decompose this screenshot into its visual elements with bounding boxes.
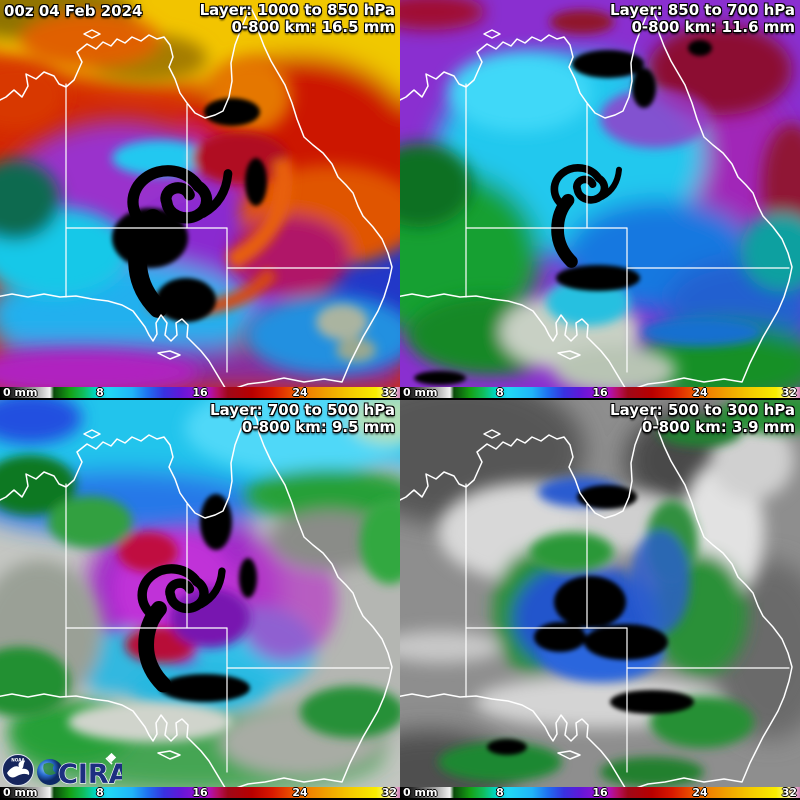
moisture-field-art [400,400,800,787]
colorbar-tick: 0 mm [3,386,38,399]
colorbar-gradient [0,787,400,798]
colorbar-gradient [400,787,800,798]
value-label: 0-800 km: 16.5 mm [231,18,395,36]
panel-header: Layer: 700 to 500 hPa 0-800 km: 9.5 mm [210,402,395,436]
moisture-field-map-3 [0,400,400,787]
colorbar-tick: 8 [96,386,104,399]
layer-label: Layer: 850 to 700 hPa [610,1,795,19]
panel-header: Layer: 1000 to 850 hPa 0-800 km: 16.5 mm [200,2,395,36]
moisture-field-art [0,400,400,787]
colorbar: 0 mm 8 16 24 32 [400,386,800,400]
colorbar-tick: 32 [381,786,397,799]
colorbar-tick: 0 mm [403,786,438,799]
layer-label: Layer: 1000 to 850 hPa [199,1,395,19]
moisture-field-map-4 [400,400,800,787]
agency-logos: NOAA CIRA [2,752,122,788]
satellite-icon [105,752,117,765]
colorbar-gradient [0,387,400,398]
colorbar-tick: 16 [192,786,208,799]
colorbar-tick: 24 [292,786,308,799]
moisture-field-map-1 [0,0,400,387]
colorbar-tick: 16 [192,386,208,399]
panel-lpw-850-700: Layer: 850 to 700 hPa 0-800 km: 11.6 mm … [400,0,800,400]
colorbar-tick: 8 [496,786,504,799]
colorbar-tick: 0 mm [3,786,38,799]
cira-logo: CIRA [37,752,122,788]
value-label: 0-800 km: 3.9 mm [641,418,795,436]
colorbar-tick: 32 [781,386,797,399]
panel-lpw-1000-850: 00z 04 Feb 2024 Layer: 1000 to 850 hPa 0… [0,0,400,400]
panel-lpw-500-300: Layer: 500 to 300 hPa 0-800 km: 3.9 mm 0… [400,400,800,800]
noaa-seagull-icon [7,760,30,778]
moisture-field-art [0,0,400,387]
colorbar: 0 mm 8 16 24 32 [0,386,400,400]
noaa-label: NOAA [11,758,25,763]
colorbar-tick: 0 mm [403,386,438,399]
value-label: 0-800 km: 11.6 mm [631,18,795,36]
colorbar-tick: 24 [292,386,308,399]
colorbar-tick: 8 [96,786,104,799]
colorbar-tick: 16 [592,786,608,799]
colorbar-tick: 24 [692,786,708,799]
colorbar-tick: 24 [692,386,708,399]
colorbar-tick: 16 [592,386,608,399]
colorbar-tick: 32 [781,786,797,799]
panel-header: Layer: 850 to 700 hPa 0-800 km: 11.6 mm [610,2,795,36]
layer-label: Layer: 500 to 300 hPa [610,401,795,419]
moisture-field-art [400,0,800,387]
colorbar: 0 mm 8 16 24 32 [400,786,800,800]
colorbar-gradient [400,387,800,398]
timestamp: 00z 04 Feb 2024 [4,2,143,20]
value-label: 0-800 km: 9.5 mm [241,418,395,436]
moisture-field-map-2 [400,0,800,387]
panel-lpw-700-500: Layer: 700 to 500 hPa 0-800 km: 9.5 mm N… [0,400,400,800]
panel-header: Layer: 500 to 300 hPa 0-800 km: 3.9 mm [610,402,795,436]
colorbar-tick: 32 [381,386,397,399]
colorbar: 0 mm 8 16 24 32 [0,786,400,800]
layer-label: Layer: 700 to 500 hPa [210,401,395,419]
noaa-logo: NOAA [2,754,34,786]
colorbar-tick: 8 [496,386,504,399]
